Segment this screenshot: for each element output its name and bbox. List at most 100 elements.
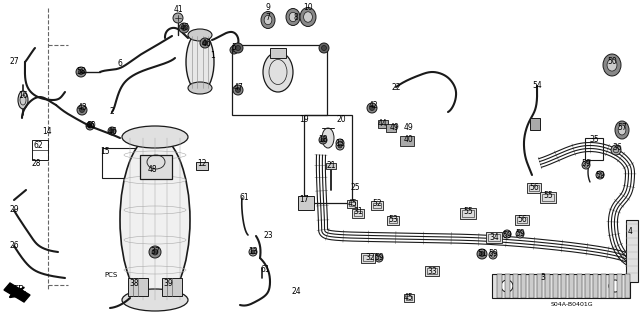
Ellipse shape — [300, 8, 316, 26]
Ellipse shape — [303, 12, 312, 22]
Text: 45: 45 — [404, 293, 414, 302]
Bar — [505, 274, 510, 298]
Bar — [527, 183, 541, 193]
Text: 53: 53 — [388, 216, 398, 225]
Text: 47: 47 — [233, 84, 243, 93]
Text: 6: 6 — [118, 60, 122, 69]
Bar — [162, 278, 182, 296]
Text: 34: 34 — [489, 234, 499, 242]
Circle shape — [88, 124, 92, 128]
Circle shape — [336, 142, 344, 150]
Bar — [497, 274, 502, 298]
Bar — [386, 124, 396, 132]
Bar — [102, 148, 158, 178]
Text: 49: 49 — [389, 122, 399, 131]
Text: S04A-B0401G: S04A-B0401G — [550, 302, 593, 308]
Text: 52: 52 — [372, 199, 382, 209]
Circle shape — [319, 43, 329, 53]
Text: 46: 46 — [179, 23, 189, 32]
Text: 59: 59 — [502, 231, 512, 240]
Text: 15: 15 — [100, 146, 110, 155]
Text: 4: 4 — [628, 227, 632, 236]
Bar — [601, 274, 606, 298]
Text: 59: 59 — [488, 249, 498, 258]
Circle shape — [477, 249, 487, 259]
Bar — [400, 136, 414, 146]
Circle shape — [319, 136, 327, 144]
Text: 59: 59 — [595, 170, 605, 180]
Circle shape — [321, 46, 326, 50]
Bar — [625, 274, 630, 298]
Text: PCS: PCS — [104, 272, 118, 278]
Bar — [593, 274, 598, 298]
Bar — [425, 266, 439, 276]
Bar — [347, 200, 357, 208]
Text: 56: 56 — [517, 214, 527, 224]
Circle shape — [108, 127, 116, 135]
Text: 31: 31 — [353, 207, 363, 217]
Text: 29: 29 — [9, 205, 19, 214]
Text: 38: 38 — [129, 279, 139, 288]
Circle shape — [338, 141, 342, 145]
Circle shape — [321, 138, 325, 142]
Ellipse shape — [615, 121, 629, 139]
Text: 45: 45 — [347, 199, 357, 209]
Text: 3: 3 — [541, 273, 545, 283]
Bar — [389, 218, 397, 222]
Text: 28: 28 — [31, 159, 41, 167]
Bar — [196, 162, 208, 170]
Text: 21: 21 — [326, 161, 336, 170]
Text: 49: 49 — [403, 122, 413, 131]
Bar — [545, 274, 550, 298]
Bar — [363, 255, 373, 261]
Bar — [140, 155, 172, 179]
Circle shape — [338, 144, 342, 148]
Text: 18: 18 — [318, 135, 328, 144]
Bar — [513, 274, 518, 298]
Circle shape — [367, 103, 377, 113]
Bar — [585, 274, 590, 298]
Text: 32: 32 — [365, 254, 375, 263]
Ellipse shape — [264, 15, 272, 25]
Circle shape — [77, 105, 87, 115]
Bar — [617, 274, 622, 298]
Circle shape — [149, 246, 161, 258]
Circle shape — [489, 251, 497, 259]
Bar — [349, 202, 355, 206]
Text: 12: 12 — [197, 159, 207, 167]
Text: 20: 20 — [336, 115, 346, 124]
Bar — [354, 211, 362, 216]
Bar — [298, 196, 314, 210]
Text: 46: 46 — [85, 121, 95, 130]
Bar — [542, 194, 554, 201]
Ellipse shape — [122, 289, 188, 311]
Text: 10: 10 — [303, 4, 313, 12]
Text: 39: 39 — [163, 279, 173, 288]
Ellipse shape — [607, 59, 617, 71]
Circle shape — [503, 230, 511, 238]
Circle shape — [182, 26, 186, 31]
Text: 41: 41 — [173, 5, 183, 14]
Text: 61: 61 — [260, 264, 270, 273]
Ellipse shape — [289, 12, 297, 22]
Text: 1: 1 — [211, 50, 216, 60]
Circle shape — [152, 249, 158, 255]
Bar — [537, 274, 542, 298]
Bar — [540, 191, 556, 203]
Text: 46: 46 — [201, 39, 211, 48]
Ellipse shape — [122, 126, 188, 148]
Ellipse shape — [120, 135, 190, 305]
Text: 40: 40 — [403, 136, 413, 145]
Bar — [585, 138, 603, 160]
Circle shape — [611, 145, 621, 155]
Bar — [626, 220, 638, 282]
Text: 11: 11 — [335, 138, 345, 147]
Circle shape — [501, 280, 513, 292]
Text: 33: 33 — [427, 266, 437, 276]
Ellipse shape — [18, 91, 28, 109]
Text: 17: 17 — [299, 196, 309, 204]
Circle shape — [582, 161, 590, 169]
Text: 23: 23 — [263, 232, 273, 241]
Text: 25: 25 — [350, 183, 360, 192]
Circle shape — [86, 122, 94, 130]
